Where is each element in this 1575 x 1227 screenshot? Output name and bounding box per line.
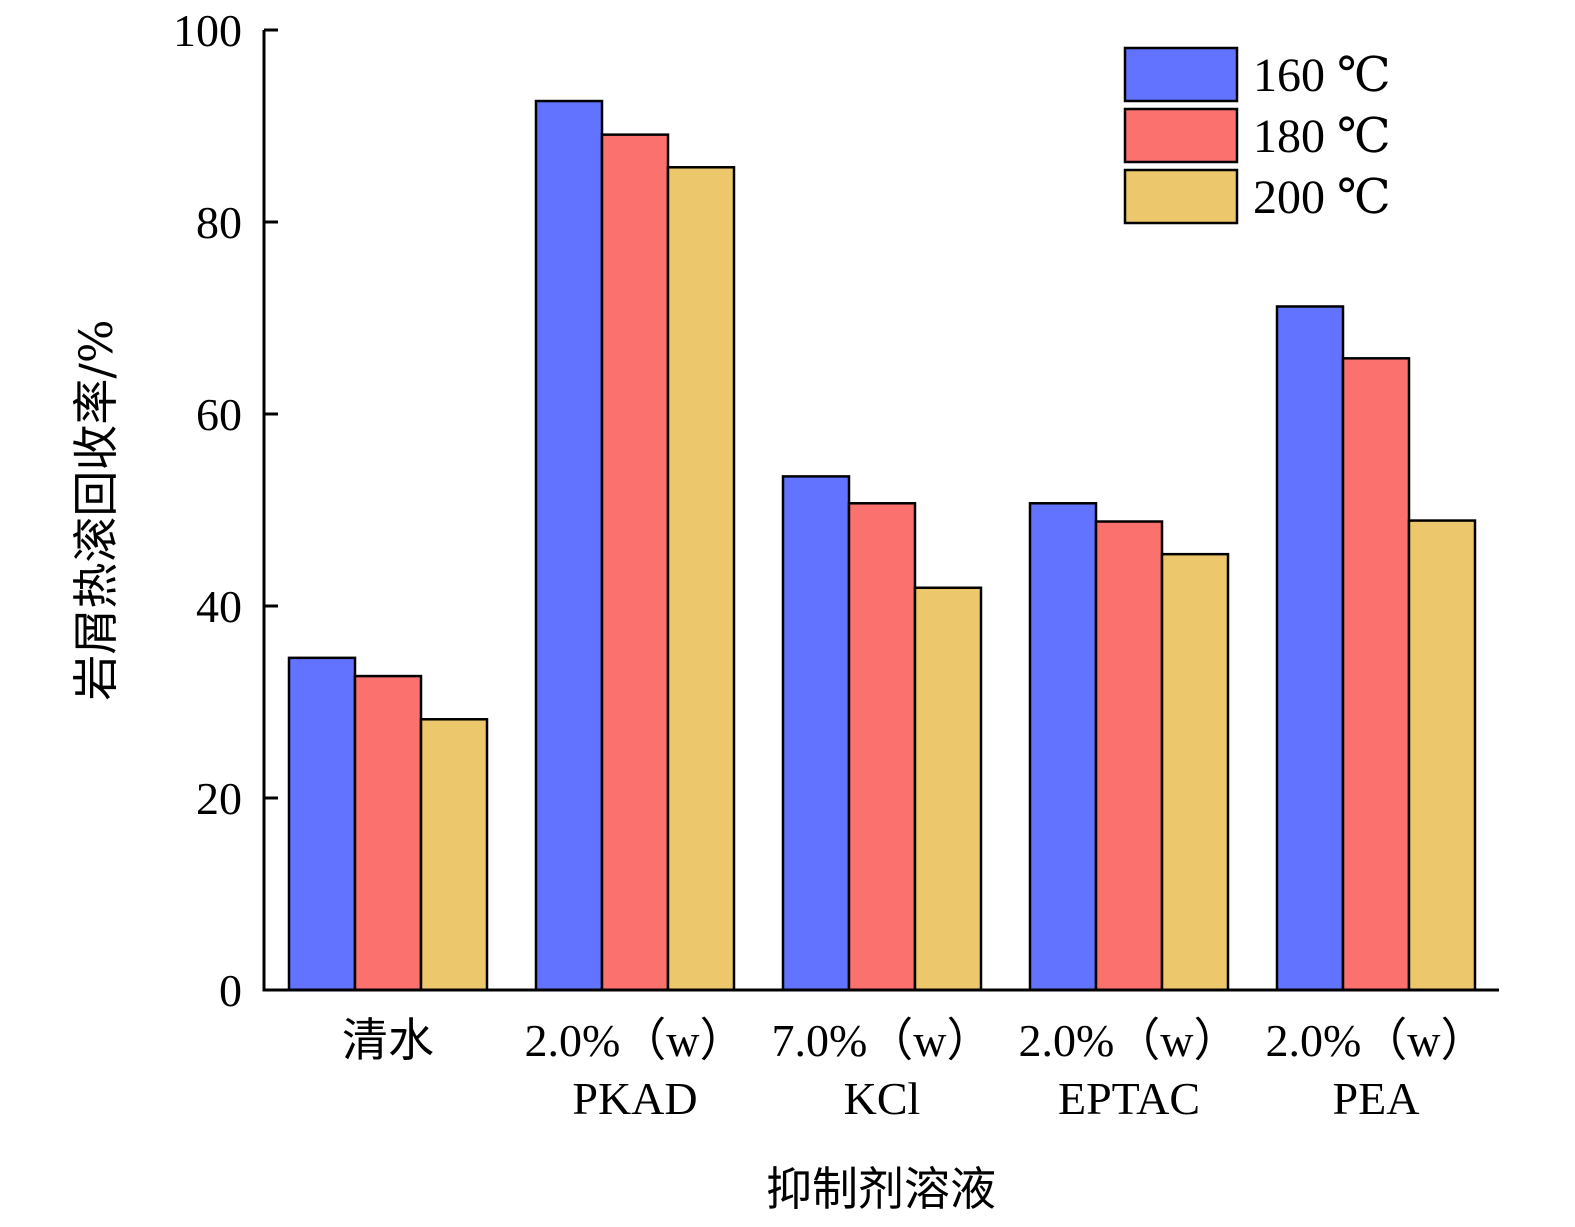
- axes-group: [262, 30, 1499, 992]
- x-category-label-4-line-1: 2.0%（w）: [1018, 1015, 1239, 1066]
- y-tick-label-1: 20: [196, 773, 242, 824]
- y-ticks-group: 0 20 40 60 80 100: [173, 5, 278, 1016]
- legend-swatch-2: [1123, 107, 1239, 164]
- legend-swatch-1: [1123, 46, 1239, 103]
- bar-5-series-2: [1341, 357, 1411, 992]
- y-tick-label-0: 0: [219, 965, 242, 1016]
- y-tick-label-4: 80: [196, 197, 242, 248]
- x-category-label-1-line-1: 清水: [342, 1015, 434, 1066]
- bar-5-series-1: [1275, 305, 1345, 992]
- legend-label-1: 160 ℃: [1253, 49, 1391, 102]
- x-category-label-4-line-2: EPTAC: [1058, 1073, 1200, 1124]
- bar-2-series-3: [666, 166, 736, 992]
- bar-4-series-1: [1028, 502, 1098, 992]
- y-tick-label-3: 60: [196, 389, 242, 440]
- bar-1-series-2: [353, 674, 423, 992]
- x-category-label-2-line-2: PKAD: [572, 1073, 697, 1124]
- bar-4-series-3: [1160, 552, 1230, 992]
- bar-1-series-1: [287, 656, 357, 992]
- legend-label-3: 200 ℃: [1253, 171, 1391, 224]
- legend-swatch-3: [1123, 168, 1239, 225]
- bar-3-series-1: [781, 475, 851, 992]
- y-tick-label-2: 40: [196, 581, 242, 632]
- bar-5-series-3: [1407, 519, 1477, 992]
- x-categories-group: 清水 2.0%（w） PKAD 7.0%（w） KCl 2.0%（w） EPTAC 2.0%（…: [342, 1015, 1487, 1124]
- legend-label-2: 180 ℃: [1253, 110, 1391, 163]
- x-category-label-3-line-1: 7.0%（w）: [771, 1015, 992, 1066]
- bar-3-series-2: [847, 502, 917, 992]
- x-category-label-5-line-2: PEA: [1333, 1073, 1420, 1124]
- y-tick-label-5: 100: [173, 5, 242, 56]
- x-category-label-2-line-1: 2.0%（w）: [524, 1015, 745, 1066]
- x-axis-title: 抑制剂溶液: [766, 1162, 996, 1216]
- x-category-label-5-line-1: 2.0%（w）: [1265, 1015, 1486, 1066]
- legend: 160 ℃ 180 ℃ 200 ℃: [1123, 46, 1391, 225]
- bar-1-series-3: [419, 718, 489, 992]
- bar-3-series-3: [913, 586, 983, 992]
- bar-4-series-2: [1094, 520, 1164, 992]
- bar-2-series-1: [534, 99, 604, 992]
- x-category-label-3-line-2: KCl: [844, 1073, 921, 1124]
- bar-2-series-2: [600, 133, 670, 992]
- bars-group: [287, 99, 1477, 992]
- y-axis-title: 岩屑热滚回收率/%: [69, 319, 123, 700]
